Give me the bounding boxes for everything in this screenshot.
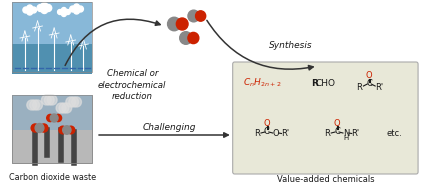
Text: CHO: CHO [316, 79, 336, 87]
Text: R: R [357, 83, 362, 92]
Text: O: O [366, 71, 373, 80]
Text: R: R [311, 79, 317, 87]
Circle shape [59, 103, 69, 113]
Circle shape [69, 97, 79, 107]
Circle shape [41, 95, 51, 105]
Circle shape [61, 8, 67, 12]
Text: Carbon dioxide waste: Carbon dioxide waste [8, 173, 96, 181]
Circle shape [74, 4, 80, 10]
Circle shape [41, 7, 48, 14]
Circle shape [188, 10, 200, 22]
Circle shape [27, 7, 33, 13]
Circle shape [66, 97, 76, 107]
FancyBboxPatch shape [233, 62, 418, 174]
Circle shape [176, 18, 188, 30]
Circle shape [33, 100, 43, 110]
Circle shape [56, 103, 66, 113]
Circle shape [27, 100, 37, 110]
Circle shape [168, 17, 181, 31]
Circle shape [188, 32, 199, 44]
Text: O: O [264, 118, 270, 127]
Bar [12, 95, 92, 163]
Circle shape [37, 5, 44, 11]
Bar [12, 2, 92, 44]
Circle shape [41, 2, 48, 10]
Text: Chemical or
electrochemical
reduction: Chemical or electrochemical reduction [98, 69, 166, 101]
Text: R: R [325, 130, 330, 139]
Text: R': R' [352, 130, 360, 139]
Circle shape [67, 126, 75, 134]
Text: Synthesis: Synthesis [269, 42, 313, 51]
Circle shape [61, 10, 67, 14]
Circle shape [27, 5, 33, 11]
Text: R': R' [281, 130, 290, 139]
Bar [12, 44, 92, 74]
Text: O: O [334, 118, 341, 127]
Text: Value-added chemicals: Value-added chemicals [277, 176, 374, 184]
Bar [12, 95, 92, 130]
Text: C: C [334, 127, 340, 136]
Text: C: C [366, 80, 372, 89]
Circle shape [40, 124, 48, 132]
Circle shape [196, 11, 206, 21]
Circle shape [65, 10, 70, 14]
Circle shape [72, 97, 81, 107]
Circle shape [50, 114, 58, 122]
Circle shape [31, 7, 37, 13]
Text: R': R' [375, 83, 383, 92]
Circle shape [45, 5, 52, 11]
Circle shape [27, 9, 33, 15]
Text: $\mathit{C_nH_{2n+2}}$: $\mathit{C_nH_{2n+2}}$ [243, 77, 281, 89]
Circle shape [59, 126, 67, 134]
Circle shape [31, 124, 39, 132]
Circle shape [63, 126, 71, 134]
Circle shape [58, 10, 62, 14]
Circle shape [55, 114, 61, 122]
Circle shape [47, 114, 54, 122]
Circle shape [74, 6, 80, 12]
Circle shape [30, 100, 40, 110]
Circle shape [61, 11, 67, 17]
Circle shape [62, 103, 72, 113]
Bar [12, 95, 92, 163]
Circle shape [77, 6, 83, 12]
Circle shape [41, 5, 48, 11]
Text: N: N [343, 129, 349, 137]
Circle shape [44, 95, 54, 105]
Circle shape [35, 124, 44, 133]
Text: C: C [264, 127, 270, 136]
Circle shape [23, 7, 29, 13]
Text: H: H [343, 135, 349, 141]
Text: etc.: etc. [387, 129, 402, 137]
Text: R: R [254, 130, 260, 139]
Text: Challenging: Challenging [143, 123, 196, 131]
Circle shape [47, 95, 57, 105]
Circle shape [74, 8, 80, 14]
Circle shape [70, 6, 76, 12]
Text: O: O [272, 129, 279, 137]
Bar [12, 2, 92, 72]
Circle shape [180, 32, 192, 44]
